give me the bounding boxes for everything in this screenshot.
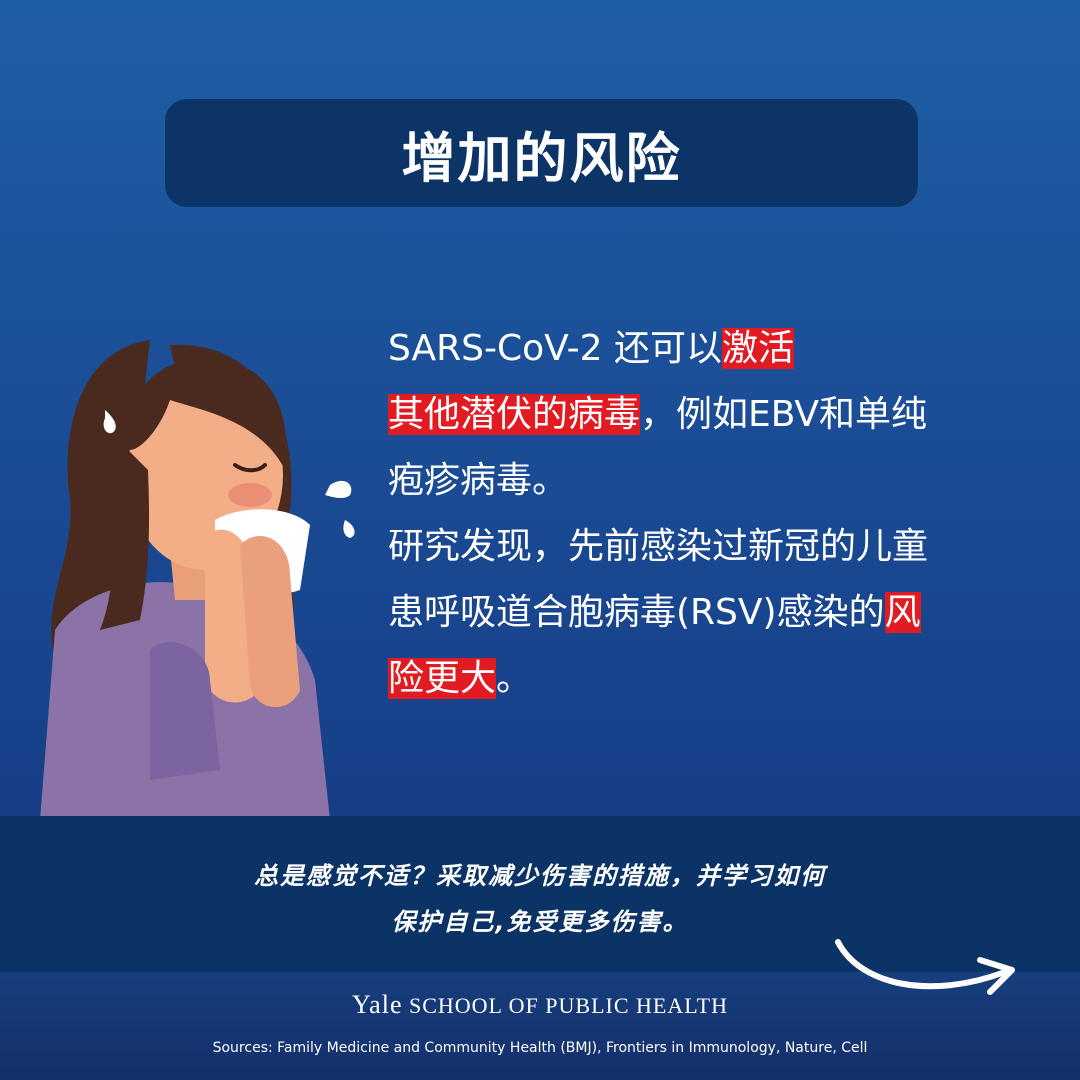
highlight-text: 其他潜伏的病毒 xyxy=(388,394,641,435)
highlight-text: 激活 xyxy=(722,328,795,369)
body-line-4: 研究发现，先前感染过新冠的儿童 xyxy=(388,526,929,567)
highlight-text: 险更大 xyxy=(388,658,497,699)
body-text-segment: SARS-CoV-2 还可以 xyxy=(388,328,723,369)
sneezing-woman-illustration xyxy=(40,340,355,820)
body-line-6: 险更大。 xyxy=(388,646,1028,712)
title-banner: 增加的风险 xyxy=(165,99,918,207)
curved-arrow-icon[interactable] xyxy=(830,930,1030,1010)
yale-wordmark: Yale xyxy=(352,990,403,1019)
school-name: SCHOOL OF PUBLIC HEALTH xyxy=(408,993,728,1018)
body-line-1: SARS-CoV-2 还可以激活 xyxy=(388,316,1028,382)
highlight-text: 风 xyxy=(884,592,921,633)
page-title: 增加的风险 xyxy=(401,126,682,190)
body-text-segment: 。 xyxy=(496,658,533,699)
sources-text: Sources: Family Medicine and Community H… xyxy=(212,1040,868,1056)
body-line-5: 患呼吸道合胞病毒(RSV)感染的风 xyxy=(388,580,1028,646)
body-line-3: 疱疹病毒。 xyxy=(388,460,569,501)
footer-line-1: 总是感觉不适？采取减少伤害的措施，并学习如何 xyxy=(254,862,826,890)
body-text-segment: 患呼吸道合胞病毒(RSV)感染的 xyxy=(388,592,885,633)
body-text-segment: ，例如EBV和单纯 xyxy=(640,394,927,435)
yale-brand: Yale SCHOOL OF PUBLIC HEALTH xyxy=(0,990,1080,1020)
footer-line-2: 保护自己,免受更多伤害。 xyxy=(391,908,689,936)
footer-band xyxy=(0,816,1080,972)
body-line-2: 其他潜伏的病毒，例如EBV和单纯 xyxy=(388,382,1028,448)
body-text: SARS-CoV-2 还可以激活 其他潜伏的病毒，例如EBV和单纯 疱疹病毒。 … xyxy=(388,316,1028,712)
bottom-bar xyxy=(0,972,1080,1080)
